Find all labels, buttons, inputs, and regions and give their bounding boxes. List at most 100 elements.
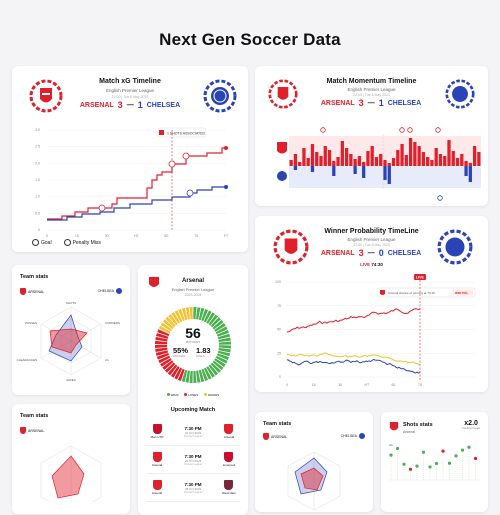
- home-team-name: ARSENAL: [79, 101, 114, 109]
- shots-team: Arsenal: [403, 430, 415, 434]
- shot-dot: [454, 454, 458, 458]
- team-stats-title: Team stats: [263, 421, 292, 427]
- away-team: West Ham: [218, 480, 240, 495]
- donut-segment: [208, 314, 219, 326]
- donut-segment: [216, 353, 229, 361]
- momentum-bar: [421, 152, 426, 166]
- donut-segment: [218, 348, 231, 353]
- momentum-bar: [468, 166, 472, 182]
- away-chip: CHELSEA: [98, 288, 122, 294]
- radar-chart: SHOTS CORNERS xG SAVES CLEARANCES PASSES: [17, 301, 120, 382]
- xg-scoreline: ARSENAL 3 — 1 CHELSEA: [70, 100, 190, 110]
- momentum-scoreline: ARSENAL 3 — 1 CHELSEA: [320, 98, 422, 108]
- momentum-bar: [400, 144, 404, 166]
- y-tick-label: 3.0: [35, 128, 40, 132]
- team-stats-card-3: Team stats ARSENAL CHELSEA: [255, 412, 373, 512]
- match-time: 7:30 PM 22 Oct 2023 Premier League: [184, 425, 202, 438]
- season: 2023-2024: [184, 293, 202, 297]
- donut-segment: [201, 309, 209, 322]
- donut-segment: [206, 366, 215, 378]
- y-tick-label: 75: [277, 304, 281, 308]
- team-stats-card-1: Team stats ARSENAL CHELSEA SHOTS CORNERS…: [12, 265, 130, 395]
- team-crest-icon: [224, 452, 234, 462]
- home-team: Arsenal: [146, 480, 168, 495]
- momentum-bar: [327, 150, 332, 166]
- momentum-bar: [472, 146, 477, 166]
- axis-shots: SHOTS: [66, 301, 76, 305]
- momentum-bar: [379, 154, 383, 166]
- x-tick-label: HT: [134, 234, 140, 238]
- away-team-name: CHELSEA: [146, 101, 181, 109]
- x-tick-label: 30: [338, 383, 342, 387]
- xg-tooltip: 1 SHOTS ASSOCIATED: [167, 132, 206, 136]
- donut-segment: [216, 329, 229, 337]
- shot-dot: [415, 464, 419, 468]
- chelsea-crest-icon: [445, 79, 475, 109]
- x-tick-label: 75: [418, 383, 422, 387]
- away-team: Liverpool: [218, 452, 240, 467]
- shots-chart: xG: [389, 443, 481, 481]
- momentum-bar: [477, 152, 481, 166]
- team-stats-title: Team stats: [20, 274, 49, 280]
- momentum-bar: [455, 158, 460, 166]
- donut-segment: [193, 370, 197, 383]
- xg-timeline-card: Match xG Timeline English Premier League…: [12, 66, 248, 252]
- x-tick-label: 30: [105, 234, 109, 238]
- avg-goals-label: GOALS: [196, 355, 205, 358]
- winprob-banner-value: WIN 75%: [455, 291, 468, 295]
- donut-segment: [218, 337, 231, 342]
- arsenal-summary-card: Arsenal English Premier League 2023-2024…: [138, 265, 248, 515]
- donut-segment: [165, 316, 176, 328]
- live-indicator: LIVE 74:30: [360, 262, 383, 267]
- y-tick-label: 1.5: [35, 178, 40, 182]
- avg-goals: 1.83: [196, 346, 211, 355]
- momentum-bar: [315, 152, 319, 166]
- x-tick-label: 75: [194, 234, 198, 238]
- winprob-chart: 100 75 50 25 0 0 15 30 HT 60 75 Arsenal chance of …: [275, 274, 476, 387]
- donut-segment: [217, 333, 231, 340]
- arsenal-crest-icon: [389, 422, 399, 431]
- axis-clearances: CLEARANCES: [17, 358, 37, 362]
- donut-segment: [185, 307, 191, 320]
- momentum-bar: [438, 154, 443, 166]
- donut-segment: [215, 326, 228, 335]
- momentum-bar: [404, 155, 408, 166]
- momentum-bar: [332, 161, 336, 166]
- momentum-chart: [277, 127, 481, 201]
- shot-dot: [395, 446, 400, 451]
- upcoming-match-row[interactable]: Arsenal 7:30 PM 24 Oct 2023 Premier League L…: [146, 446, 240, 474]
- momentum-bar: [289, 160, 293, 166]
- momentum-bar: [353, 166, 357, 174]
- momentum-bar: [464, 161, 468, 166]
- donut-segment: [198, 369, 205, 383]
- momentum-bar: [332, 166, 336, 176]
- momentum-bar: [349, 154, 353, 166]
- xg-axis-label: xG: [389, 443, 394, 447]
- home-chip: ARSENAL: [20, 427, 44, 434]
- axis-xg: xG: [105, 358, 110, 362]
- team-crest-icon: [224, 480, 234, 490]
- y-tick-label: 50: [277, 328, 281, 332]
- momentum-bar: [464, 166, 468, 176]
- upcoming-match-row[interactable]: Arsenal 7:30 PM 28 Oct 2023 Premier League W…: [146, 474, 240, 502]
- donut-segment: [196, 307, 201, 320]
- donut-segment: [178, 308, 185, 322]
- donut-segment: [212, 360, 224, 371]
- donut-segment: [214, 358, 226, 367]
- upcoming-match-row[interactable]: Man UTD 7:30 PM 22 Oct 2023 Premier League A…: [146, 418, 240, 446]
- arsenal-crest-icon: [29, 79, 63, 113]
- home-score: 3: [117, 100, 123, 110]
- donut-segment: [158, 325, 171, 334]
- home-team: Man UTD: [146, 424, 168, 439]
- winprob-title: Winner Probability TimeLine: [324, 228, 419, 235]
- donut-segment: [214, 323, 226, 332]
- winprob-date: 22:00 | Tue 8 May 2023: [353, 243, 390, 247]
- momentum-bar: [413, 142, 417, 166]
- xg-date: 22:00 | Tue 8 May 2023: [111, 95, 149, 99]
- axis-saves: SAVES: [66, 378, 76, 382]
- momentum-bar: [468, 163, 472, 166]
- donut-segment: [155, 350, 169, 356]
- y-tick-label: 0.5: [35, 211, 40, 215]
- donut-segment: [189, 370, 193, 383]
- momentum-bar: [430, 160, 434, 166]
